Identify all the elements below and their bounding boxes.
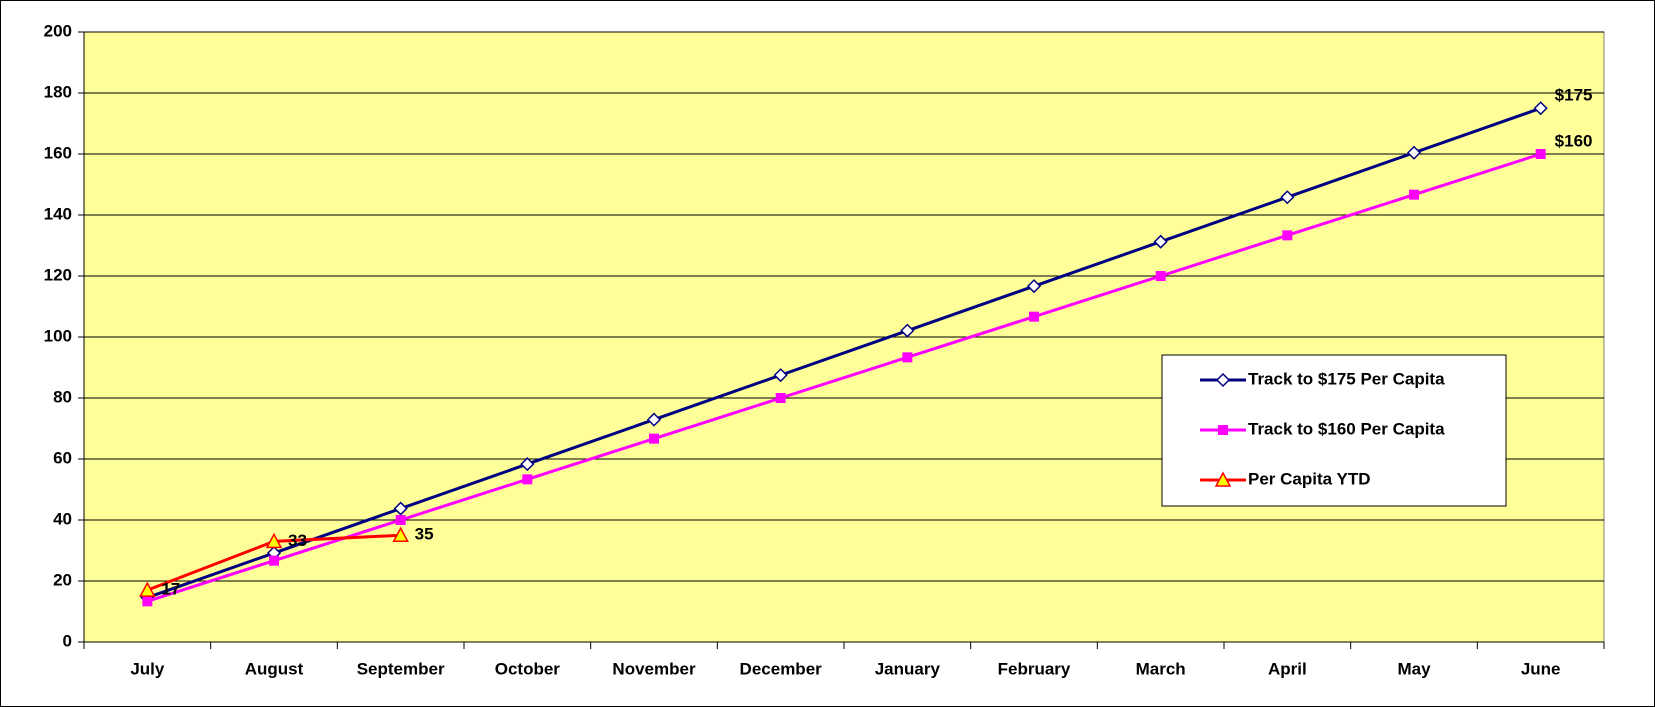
series-line: [146, 152, 1542, 603]
data-point: [522, 474, 533, 485]
y-tick-label: 140: [44, 204, 72, 223]
data-point: [649, 433, 659, 444]
data-point: [393, 501, 408, 516]
y-tick-label: 80: [53, 387, 72, 406]
y-tick-label: 180: [44, 82, 72, 101]
x-tick-label: May: [1397, 659, 1431, 678]
legend-label: Track to $175 Per Capita: [1248, 369, 1445, 388]
x-tick-label: August: [245, 659, 304, 678]
y-tick-label: 20: [53, 570, 72, 589]
x-tick-label: April: [1268, 659, 1307, 678]
y-tick-label: 0: [63, 631, 72, 650]
x-tick-label: January: [875, 659, 941, 678]
legend-marker: [1215, 372, 1231, 388]
x-tick-label: July: [130, 659, 165, 678]
x-tick-label: October: [495, 659, 561, 678]
data-point: [1280, 190, 1295, 205]
data-point: [902, 352, 913, 363]
data-label: 35: [415, 525, 434, 544]
x-tick-label: February: [998, 659, 1071, 678]
y-tick-label: 40: [53, 509, 72, 528]
y-tick-label: 160: [44, 143, 72, 162]
data-point: [265, 532, 283, 549]
data-label: $175: [1555, 86, 1593, 105]
legend-marker: [1214, 471, 1232, 487]
data-point: [1029, 311, 1039, 322]
data-label: 17: [161, 580, 180, 599]
data-point: [1533, 101, 1548, 116]
data-point: [392, 526, 409, 542]
data-point: [395, 515, 406, 525]
legend-label: Per Capita YTD: [1248, 469, 1371, 488]
series-line: [146, 106, 1542, 599]
x-tick-label: November: [612, 659, 696, 678]
legend-marker: [1218, 425, 1228, 435]
data-point: [520, 457, 535, 472]
data-point: [1026, 279, 1042, 294]
y-tick-label: 100: [44, 326, 72, 345]
data-point: [142, 596, 153, 607]
data-point: [1535, 149, 1546, 159]
x-tick-label: June: [1521, 659, 1561, 678]
data-point: [773, 368, 788, 383]
y-tick-label: 120: [44, 265, 72, 284]
data-point: [1155, 271, 1166, 281]
data-label: $160: [1555, 131, 1593, 150]
y-tick-label: 60: [53, 448, 72, 467]
data-point: [775, 393, 786, 403]
data-label: 33: [288, 531, 307, 550]
data-point: [269, 555, 279, 566]
legend-label: Track to $160 Per Capita: [1248, 419, 1445, 438]
x-tick-label: December: [740, 659, 823, 678]
y-tick-label: 200: [44, 21, 72, 40]
data-point: [1153, 234, 1168, 249]
data-point: [1282, 230, 1293, 241]
x-tick-label: September: [357, 659, 445, 678]
data-point: [646, 412, 662, 427]
x-tick-label: March: [1136, 659, 1186, 678]
data-point: [1409, 189, 1419, 200]
data-point: [1406, 145, 1422, 160]
data-point: [139, 581, 156, 597]
data-point: [900, 323, 915, 338]
